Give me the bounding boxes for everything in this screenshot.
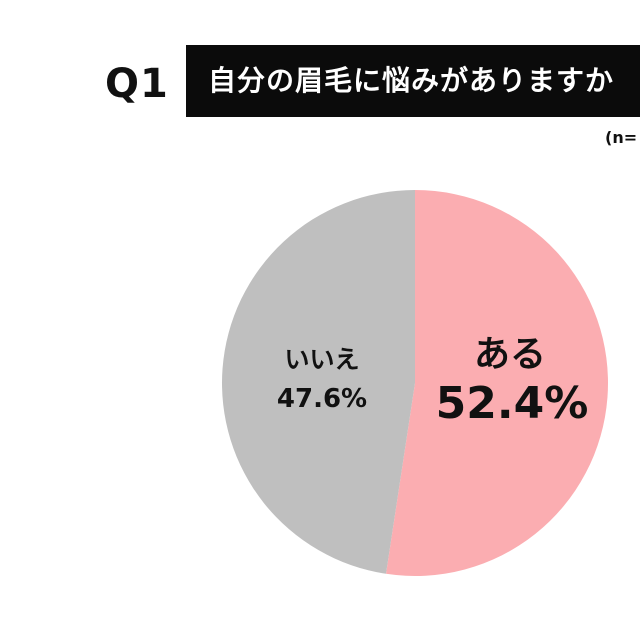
pie-slice-no [221,190,415,574]
pie-slices [221,190,608,576]
pie-slice-yes [386,190,608,576]
question-banner: 自分の眉毛に悩みがありますか [186,45,640,117]
slice-label-no-name: いいえ [284,345,359,374]
question-text: 自分の眉毛に悩みがありますか [208,64,615,97]
slice-label-no-value: 47.6% [277,384,367,414]
sample-size-note: (n= [605,128,638,147]
slice-label-no: いいえ 47.6% [277,345,367,414]
slice-label-yes: ある 52.4% [436,334,589,429]
slice-label-yes-name: ある [474,334,546,375]
slice-label-yes-value: 52.4% [436,378,589,429]
question-number: Q1 [105,61,169,107]
